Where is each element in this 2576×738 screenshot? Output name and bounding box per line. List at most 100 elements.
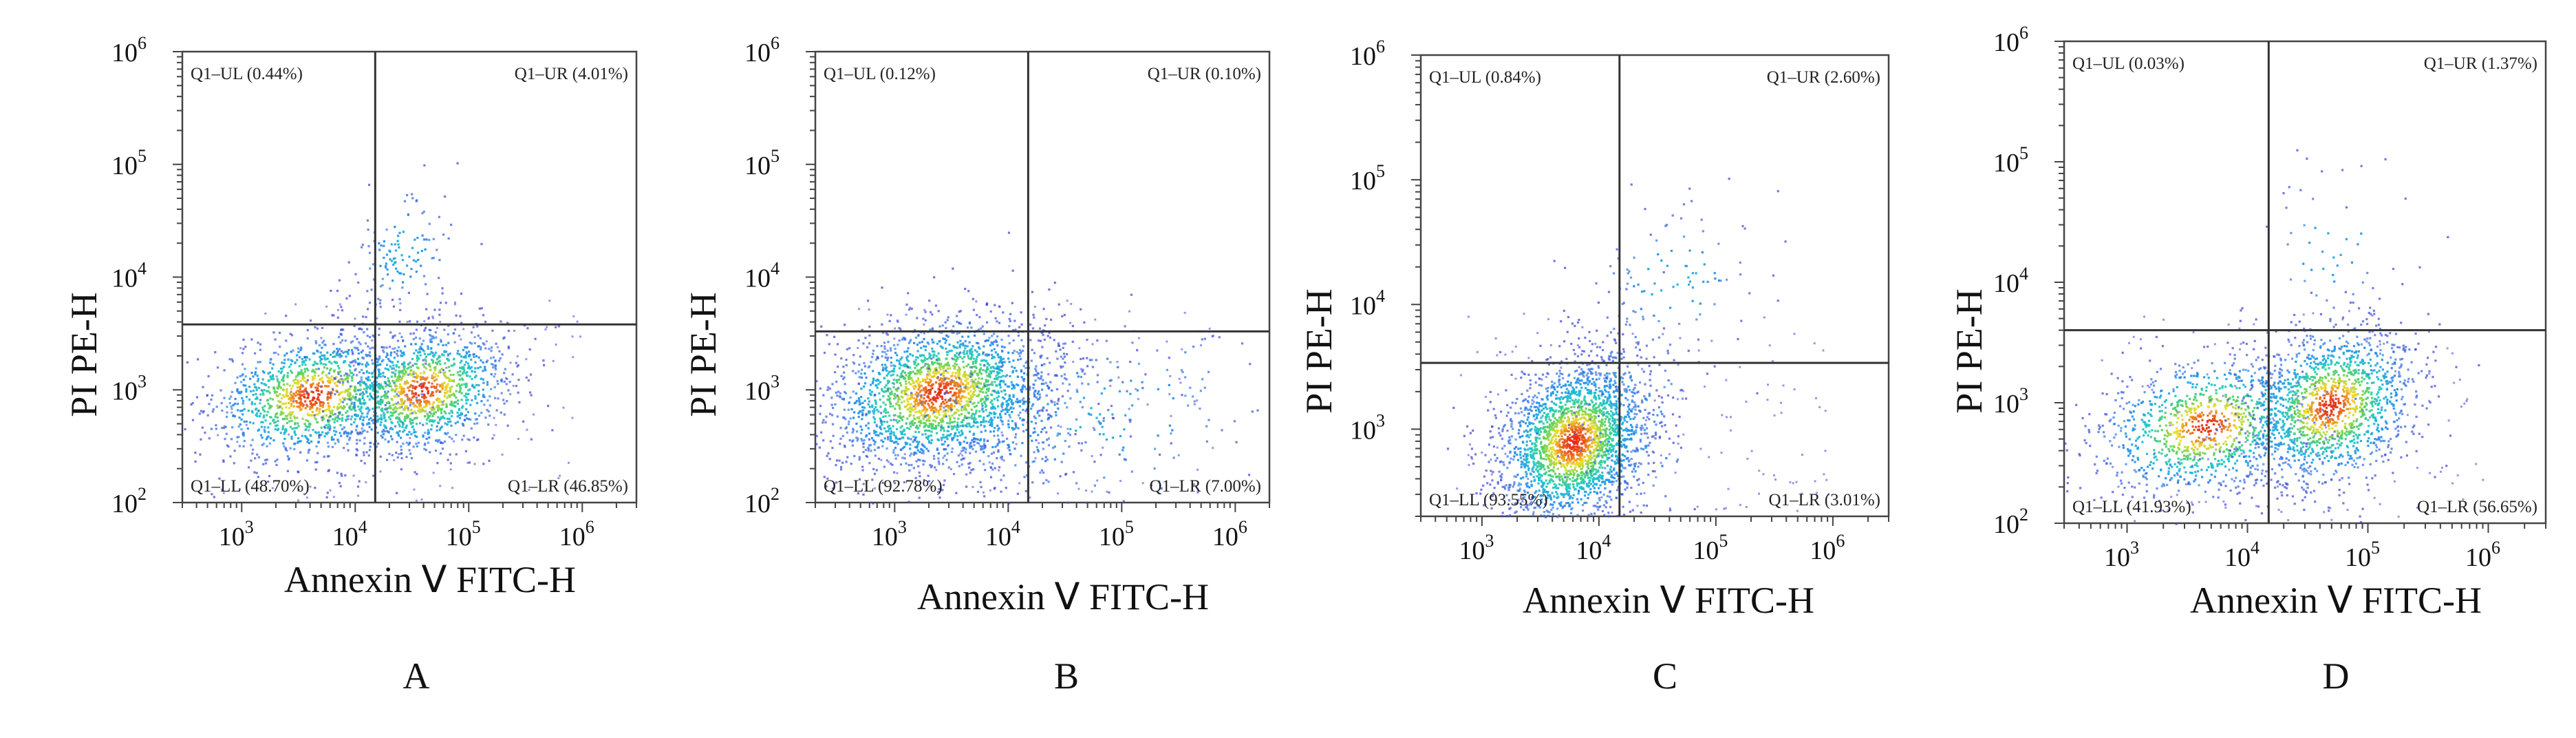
event-dot [358, 399, 361, 401]
event-dot [961, 335, 964, 338]
event-dot [863, 361, 866, 365]
event-dot [883, 377, 886, 379]
event-dot [338, 367, 341, 370]
event-dot [445, 377, 449, 379]
event-dot [873, 410, 876, 412]
event-dot [916, 379, 920, 381]
event-dot [915, 391, 918, 394]
event-dot [316, 452, 319, 454]
event-dot [941, 372, 944, 375]
event-dot [425, 404, 428, 407]
event-dot [956, 357, 959, 360]
event-dot [889, 347, 892, 350]
event-dot [286, 352, 288, 355]
event-dot [326, 492, 329, 494]
event-dot [923, 422, 925, 425]
event-dot [1035, 439, 1038, 442]
event-dot [438, 215, 440, 218]
event-dot [317, 399, 320, 401]
event-dot [308, 358, 311, 361]
event-dot [903, 371, 907, 374]
event-dot [991, 390, 994, 392]
event-dot [288, 420, 291, 423]
event-dot [480, 377, 482, 380]
event-dot [445, 405, 448, 408]
event-dot [396, 240, 399, 242]
event-dot [281, 361, 283, 364]
event-dot [920, 402, 923, 405]
event-dot [397, 235, 400, 238]
event-dot [463, 363, 466, 366]
event-dot [376, 317, 378, 319]
event-dot [1020, 323, 1023, 326]
event-dot [895, 428, 899, 430]
event-dot [931, 425, 934, 428]
event-dot [412, 372, 415, 375]
event-dot [903, 337, 906, 340]
event-dot [998, 412, 1002, 415]
event-dot [405, 424, 408, 427]
event-dot [958, 321, 960, 324]
event-dot [872, 377, 875, 380]
event-dot [355, 453, 358, 456]
event-dot [1007, 423, 1010, 426]
event-dot [1057, 399, 1060, 402]
event-dot [962, 457, 965, 461]
event-dot [390, 421, 393, 423]
event-dot [239, 423, 242, 426]
event-dot [1018, 355, 1021, 357]
event-dot [390, 243, 393, 246]
event-dot [411, 193, 414, 196]
event-dot [259, 415, 261, 418]
event-dot [923, 405, 925, 408]
event-dot [965, 473, 968, 476]
event-dot [435, 390, 438, 393]
event-dot [240, 428, 243, 431]
event-dot [251, 452, 254, 455]
event-dot [328, 409, 331, 412]
event-dot [938, 383, 941, 386]
event-dot [861, 328, 863, 331]
event-dot [877, 410, 880, 413]
event-dot [998, 376, 1000, 379]
event-dot [902, 436, 905, 439]
event-dot [956, 421, 959, 424]
event-dot [861, 469, 864, 472]
event-dot [482, 314, 485, 317]
event-dot [297, 471, 300, 474]
event-dot [361, 243, 364, 246]
event-dot [1002, 375, 1005, 377]
event-dot [958, 394, 960, 397]
event-dot [904, 338, 907, 341]
event-dot [430, 386, 433, 388]
y-tick-label: 105 [111, 146, 147, 180]
event-dot [1084, 372, 1086, 375]
event-dot [428, 222, 431, 225]
event-dot [962, 360, 965, 363]
event-dot [480, 242, 483, 246]
event-dot [966, 422, 969, 425]
event-dot [856, 430, 859, 433]
event-dot [451, 414, 453, 418]
event-dot [256, 375, 259, 377]
event-dot [1000, 376, 1002, 379]
event-dot [432, 401, 435, 404]
event-dot [412, 375, 415, 378]
event-dot [289, 414, 292, 417]
event-dot [262, 416, 265, 419]
event-dot [326, 357, 329, 360]
event-dot [348, 439, 351, 441]
event-dot [369, 267, 372, 270]
event-dot [418, 337, 421, 340]
event-dot [379, 455, 382, 458]
event-dot [432, 421, 435, 423]
event-dot [270, 437, 272, 440]
event-dot [883, 427, 886, 430]
event-dot [855, 392, 857, 395]
event-dot [890, 370, 893, 372]
event-dot [307, 420, 310, 423]
event-dot [316, 383, 319, 386]
event-dot [372, 474, 375, 477]
event-dot [423, 329, 426, 332]
event-dot [1033, 383, 1035, 386]
